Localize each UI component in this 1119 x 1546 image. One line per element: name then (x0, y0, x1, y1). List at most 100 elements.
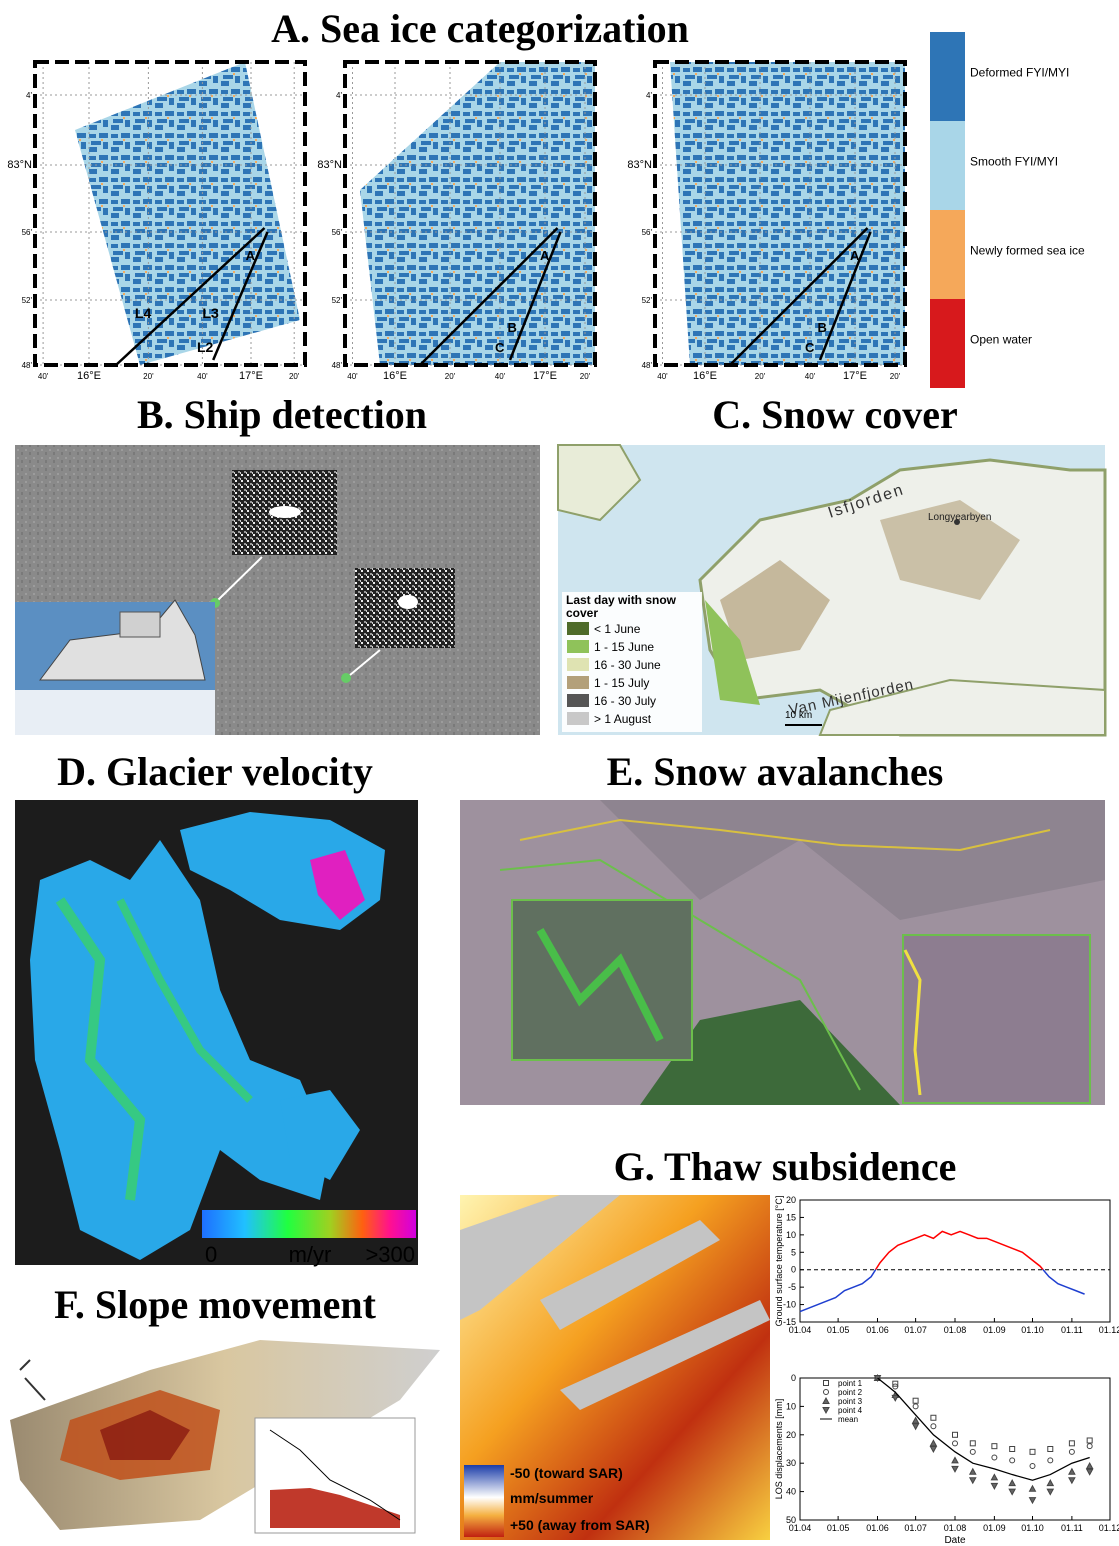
x-tick-label: 01.10 (1021, 1325, 1044, 1335)
lon-label: 40' (495, 372, 506, 381)
y-axis-label: Ground surface temperature [°C] (774, 1196, 784, 1327)
point (1009, 1489, 1015, 1495)
legend-key (824, 1381, 829, 1386)
legend-title: Last day with snow cover (566, 594, 698, 620)
legend-label: point 2 (838, 1388, 863, 1397)
point (913, 1398, 918, 1403)
legend-title-box: Last day with snow cover (566, 594, 698, 620)
colorbar-label: >300 (365, 1242, 415, 1267)
y-tick-label: 30 (786, 1458, 796, 1468)
place-label: Longyearbyen (928, 512, 991, 523)
lon-label: 16°E (383, 370, 407, 382)
site-label: C (495, 340, 505, 355)
point (913, 1418, 919, 1424)
legend-swatch (567, 694, 589, 707)
legend-key (824, 1390, 829, 1395)
map-legend-label: -50 (toward SAR) (510, 1465, 623, 1481)
point (1010, 1447, 1015, 1452)
legend-swatch (930, 32, 965, 121)
point (1047, 1489, 1053, 1495)
y-tick-label: 20 (786, 1430, 796, 1440)
x-tick-label: 01.05 (827, 1325, 850, 1335)
panel-title: F. Slope movement (54, 1282, 377, 1327)
y-tick-label: -10 (783, 1300, 796, 1310)
y-axis-label: LOS displacements [mm] (774, 1399, 784, 1500)
x-tick-label: 01.04 (789, 1325, 812, 1335)
y-tick-label: 10 (786, 1230, 796, 1240)
lat-label: 56' (332, 228, 343, 237)
x-tick-label: 01.11 (1061, 1523, 1083, 1533)
point (970, 1469, 976, 1475)
point (991, 1474, 997, 1480)
x-tick-label: 01.12 (1099, 1523, 1119, 1533)
lon-label: 20' (445, 372, 456, 381)
point (1048, 1458, 1053, 1463)
lat-label: 56' (22, 228, 33, 237)
point (1087, 1444, 1092, 1449)
glacier-velocity-map (15, 800, 418, 1265)
lon-label: 20' (289, 372, 300, 381)
line-label: L3 (202, 305, 219, 321)
y-tick-label: 0 (791, 1265, 796, 1275)
x-tick-label: 01.08 (944, 1523, 967, 1533)
lat-label: 4' (336, 91, 342, 100)
panel-title: C. Snow cover (712, 392, 958, 437)
lon-label: 16°E (693, 370, 717, 382)
legend-label: 1 - 15 July (594, 676, 649, 690)
site-label: B (818, 320, 827, 335)
x-tick-label: 01.11 (1061, 1325, 1083, 1335)
lon-label: 40' (347, 372, 358, 381)
legend-label: Open water (970, 333, 1032, 347)
legend-key (823, 1398, 829, 1404)
lat-label: 4' (646, 91, 652, 100)
avalanche-image (460, 800, 1105, 1105)
site-label: C (805, 340, 815, 355)
lon-label: 16°E (77, 370, 101, 382)
snow-cover-map (558, 445, 1105, 735)
point (953, 1441, 958, 1446)
point (1009, 1480, 1015, 1486)
x-tick-label: 01.07 (904, 1325, 927, 1335)
lon-label: 40' (805, 372, 816, 381)
colorbar-label: m/yr (289, 1242, 332, 1267)
ship-detection-image (15, 445, 540, 735)
point (1087, 1469, 1093, 1475)
lon-label: 40' (197, 372, 208, 381)
y-tick-label: 0 (791, 1373, 796, 1383)
legend-label: point 4 (838, 1406, 863, 1415)
site-label: B (508, 320, 517, 335)
point (992, 1455, 997, 1460)
panel-title: E. Snow avalanches (607, 749, 944, 794)
legend-swatch (930, 210, 965, 299)
panel-title: A. Sea ice categorization (271, 6, 689, 51)
lat-label: 52' (22, 296, 33, 305)
point (953, 1432, 958, 1437)
x-tick-label: 01.09 (983, 1523, 1006, 1533)
point (1047, 1480, 1053, 1486)
lat-label: 83°N (317, 159, 342, 171)
x-axis-label: Date (944, 1535, 966, 1546)
lat-label: 48' (22, 361, 33, 370)
legend-label: > 1 August (594, 712, 652, 726)
point (970, 1441, 975, 1446)
point (1069, 1478, 1075, 1484)
legend-label: mean (838, 1415, 858, 1424)
point (930, 1447, 936, 1453)
thaw-map (460, 1195, 770, 1540)
lon-label: 17°E (843, 370, 867, 382)
point (1069, 1449, 1074, 1454)
lon-label: 20' (143, 372, 154, 381)
slope-movement-image (10, 1340, 440, 1533)
point (1030, 1464, 1035, 1469)
point (892, 1395, 898, 1401)
legend-swatch (567, 676, 589, 689)
lat-label: 56' (642, 228, 653, 237)
x-tick-label: 01.07 (904, 1523, 927, 1533)
point (1069, 1469, 1075, 1475)
legend-label: Smooth FYI/MYI (970, 155, 1058, 169)
y-tick-label: 20 (786, 1195, 796, 1205)
site-label: A (540, 248, 550, 263)
legend-swatch (567, 658, 589, 671)
